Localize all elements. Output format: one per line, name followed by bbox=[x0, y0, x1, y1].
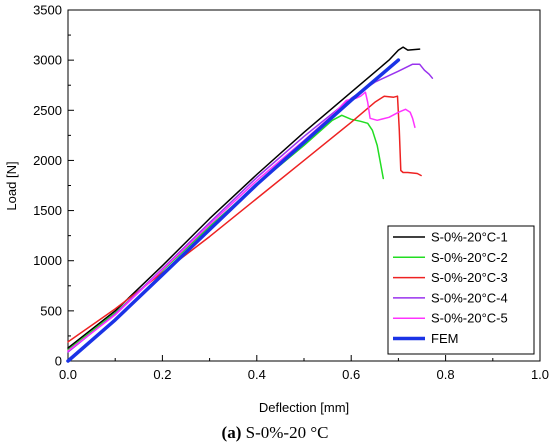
legend-label: S-0%-20°C-3 bbox=[431, 270, 508, 285]
legend-label: FEM bbox=[431, 331, 458, 346]
series-lines bbox=[66, 46, 434, 363]
series-line-s-0-20-c-2 bbox=[67, 114, 385, 351]
x-tick-label: 0.8 bbox=[437, 367, 455, 382]
caption-tag: (a) bbox=[221, 423, 242, 442]
caption-text: S-0%-20 °C bbox=[241, 423, 329, 442]
series-line-s-0-20-c-3 bbox=[67, 95, 422, 343]
x-tick-label: 1.0 bbox=[531, 367, 549, 382]
y-tick-label: 1500 bbox=[33, 203, 62, 218]
x-tick-label: 0.6 bbox=[342, 367, 360, 382]
y-tick-label: 0 bbox=[55, 354, 62, 369]
x-axis-title: Deflection [mm] bbox=[259, 400, 349, 415]
y-tick-label: 1000 bbox=[33, 253, 62, 268]
y-tick-label: 3500 bbox=[33, 3, 62, 18]
legend: S-0%-20°C-1 S-0%-20°C-2 S-0%-20°C-3 S-0%-20… bbox=[387, 225, 535, 355]
legend-label: S-0%-20°C-4 bbox=[431, 290, 508, 305]
x-tick-label: 0.4 bbox=[248, 367, 266, 382]
series-line-s-0-20-c-5 bbox=[67, 91, 416, 352]
y-tick-label: 2000 bbox=[33, 153, 62, 168]
y-tick-label: 3000 bbox=[33, 53, 62, 68]
y-tick-label: 2500 bbox=[33, 103, 62, 118]
series-line-s-0-20-c-1 bbox=[67, 46, 421, 349]
legend-box bbox=[387, 225, 535, 355]
y-axis-title: Load [N] bbox=[4, 161, 19, 210]
y-tick-label: 500 bbox=[40, 303, 62, 318]
x-tick-label: 0.0 bbox=[59, 367, 77, 382]
figure-caption: (a) S-0%-20 °C bbox=[0, 423, 550, 443]
tick-labels: 0.0 0.2 0.4 0.6 0.8 1.0 0 500 1000 1500 2000 2500 30… bbox=[33, 3, 549, 383]
legend-label: S-0%-20°C-2 bbox=[431, 250, 508, 265]
x-tick-label: 0.2 bbox=[153, 367, 171, 382]
legend-label: S-0%-20°C-5 bbox=[431, 311, 508, 326]
series-line-s-0-20-c-4 bbox=[67, 63, 434, 353]
series-line-fem bbox=[66, 58, 401, 363]
legend-label: S-0%-20°C-1 bbox=[431, 230, 508, 245]
